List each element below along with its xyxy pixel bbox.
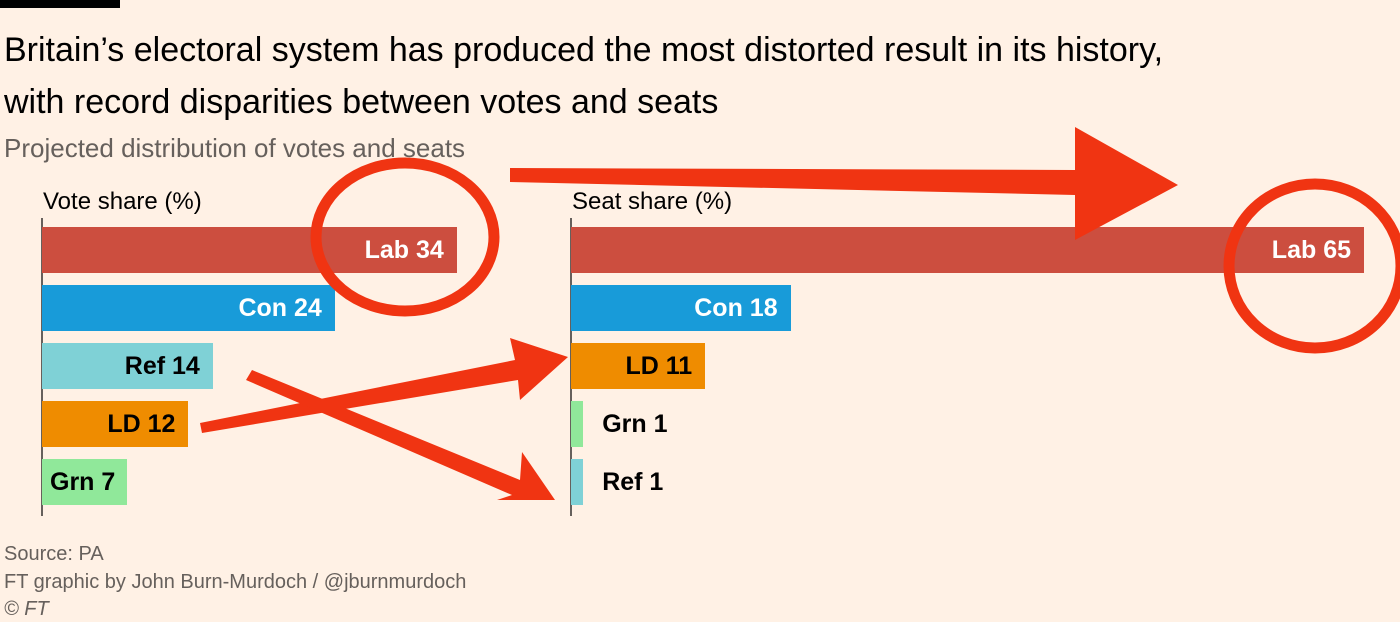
- data-label-ref: Ref 1: [602, 468, 664, 496]
- arrow-annotation-ref: [246, 370, 555, 500]
- data-label-grn: Grn 1: [602, 410, 668, 438]
- bar-con: [42, 285, 335, 331]
- data-label-lab: Lab 34: [364, 236, 444, 264]
- bar-ld: [571, 343, 706, 389]
- title-line-1: Britain’s electoral system has produced …: [4, 31, 1164, 69]
- circle-annotation-lab-votes: [310, 157, 500, 317]
- data-label-grn: Grn 7: [50, 468, 116, 496]
- bar-lab: [42, 227, 457, 273]
- data-label-con: Con 24: [238, 294, 322, 322]
- arrow-annotation-votes-to-seats: [510, 127, 1178, 240]
- data-label-ld: LD 12: [107, 410, 176, 438]
- data-label-ld: LD 11: [625, 352, 693, 380]
- copyright-note: © FT: [4, 598, 49, 620]
- vote-share-title: Vote share (%): [43, 188, 202, 215]
- bar-con: [571, 285, 791, 331]
- seat-share-title: Seat share (%): [572, 188, 733, 215]
- bar-ld: [42, 401, 189, 447]
- data-label-lab: Lab 65: [1271, 236, 1351, 264]
- title-line-2: with record disparities between votes an…: [4, 83, 719, 121]
- credit-note: FT graphic by John Burn-Murdoch / @jburn…: [4, 571, 467, 593]
- bar-ref: [571, 459, 584, 505]
- ft-top-rule: [0, 0, 120, 8]
- arrow-annotation-ld: [200, 338, 568, 433]
- chart-title: Britain’s electoral system has produced …: [4, 24, 1400, 128]
- bar-grn: [42, 459, 128, 505]
- bar-grn: [571, 401, 584, 447]
- source-note: Source: PA: [4, 543, 104, 565]
- chart-subtitle: Projected distribution of votes and seat…: [4, 133, 466, 163]
- circle-annotation-lab-seats: [1223, 178, 1400, 354]
- data-label-ref: Ref 14: [124, 352, 200, 380]
- data-label-con: Con 18: [694, 294, 778, 322]
- bar-ref: [42, 343, 213, 389]
